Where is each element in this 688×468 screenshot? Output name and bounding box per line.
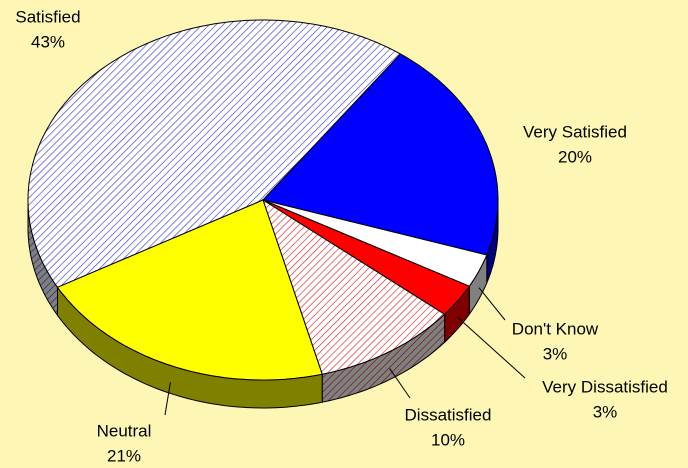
category-label: Don't Know (512, 319, 599, 338)
leader-line (389, 368, 411, 399)
leader-line (164, 382, 171, 416)
category-label: Very Satisfied (523, 122, 627, 141)
leader-line (457, 317, 526, 379)
value-label: 43% (31, 32, 65, 51)
value-label: 3% (593, 402, 618, 421)
pie-slice (262, 198, 446, 375)
pie-slice (262, 199, 488, 287)
value-label: 3% (543, 344, 568, 363)
pie-slice (56, 199, 323, 381)
value-label: 10% (431, 430, 465, 449)
pie-slice (262, 53, 499, 256)
value-label: 20% (558, 147, 592, 166)
value-label: 21% (107, 446, 141, 465)
category-label: Dissatisfied (405, 405, 492, 424)
leader-line (478, 287, 506, 321)
category-label: Very Dissatisfied (542, 377, 668, 396)
category-label: Satisfied (15, 7, 80, 26)
pie-slice (27, 19, 402, 288)
pie-slice (262, 199, 471, 315)
category-label: Neutral (97, 421, 152, 440)
